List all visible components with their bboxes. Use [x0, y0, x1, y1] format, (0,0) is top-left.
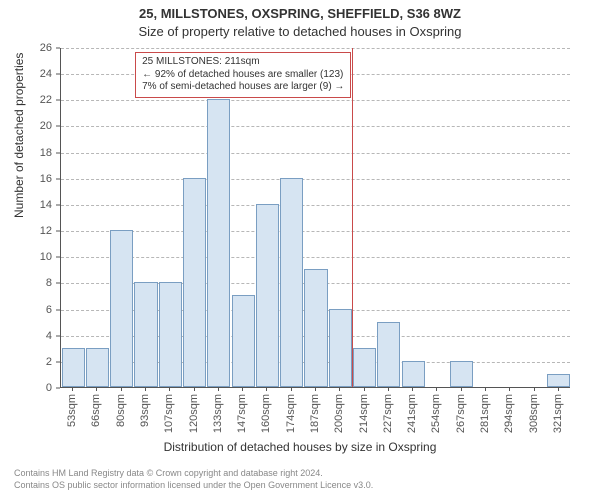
x-tick — [388, 387, 389, 391]
x-tick-label: 227sqm — [382, 394, 394, 433]
reference-line — [352, 48, 353, 387]
y-tick — [56, 231, 60, 232]
gridline — [61, 231, 570, 232]
bar — [183, 178, 206, 387]
bar — [402, 361, 425, 387]
x-axis-labels: 53sqm 66sqm 80sqm 93sqm 107sqm 120sqm 133sqm 14… — [60, 388, 570, 448]
x-tick — [266, 387, 267, 391]
y-tick — [56, 178, 60, 179]
y-tick — [56, 309, 60, 310]
y-tick — [56, 48, 60, 49]
bar — [304, 269, 327, 387]
x-tick-label: 294sqm — [503, 394, 515, 433]
x-tick-label: 120sqm — [188, 394, 200, 433]
x-tick — [121, 387, 122, 391]
annotation-line2: ← 92% of detached houses are smaller (12… — [142, 69, 344, 82]
chart-root: 25, MILLSTONES, OXSPRING, SHEFFIELD, S36… — [0, 0, 600, 500]
x-tick-label: 241sqm — [406, 394, 418, 433]
x-tick-label: 214sqm — [358, 394, 370, 433]
x-tick-label: 267sqm — [455, 394, 467, 433]
bar — [256, 204, 279, 387]
annotation-line3: 7% of semi-detached houses are larger (9… — [142, 81, 344, 94]
x-tick — [145, 387, 146, 391]
x-tick — [96, 387, 97, 391]
footnote-line2: Contains OS public sector information li… — [14, 480, 373, 490]
gridline — [61, 179, 570, 180]
bar — [329, 309, 352, 387]
y-axis-title: Number of detached properties — [12, 53, 26, 218]
gridline — [61, 48, 570, 49]
y-tick — [56, 283, 60, 284]
gridline — [61, 126, 570, 127]
x-tick-label: 281sqm — [479, 394, 491, 433]
x-tick-label: 107sqm — [163, 394, 175, 433]
gridline — [61, 100, 570, 101]
x-tick-label: 200sqm — [333, 394, 345, 433]
x-tick-label: 80sqm — [115, 394, 127, 427]
bar — [280, 178, 303, 387]
x-tick — [461, 387, 462, 391]
y-tick — [56, 335, 60, 336]
x-tick-label: 160sqm — [260, 394, 272, 433]
bar — [159, 282, 182, 387]
y-axis-ticks — [0, 48, 60, 388]
bar — [450, 361, 473, 387]
y-tick — [56, 100, 60, 101]
x-tick-label: 321sqm — [552, 394, 564, 433]
y-tick — [56, 257, 60, 258]
x-tick-label: 174sqm — [285, 394, 297, 433]
gridline — [61, 205, 570, 206]
chart-title-line1: 25, MILLSTONES, OXSPRING, SHEFFIELD, S36… — [0, 6, 600, 21]
x-tick — [412, 387, 413, 391]
annotation-line1: 25 MILLSTONES: 211sqm — [142, 56, 344, 69]
x-tick-label: 66sqm — [90, 394, 102, 427]
y-tick — [56, 74, 60, 75]
x-tick — [339, 387, 340, 391]
bar — [110, 230, 133, 387]
gridline — [61, 257, 570, 258]
footnote-line1: Contains HM Land Registry data © Crown c… — [14, 468, 323, 478]
x-tick-label: 53sqm — [66, 394, 78, 427]
x-tick — [194, 387, 195, 391]
bar — [547, 374, 570, 387]
y-tick — [56, 126, 60, 127]
x-tick — [558, 387, 559, 391]
gridline — [61, 153, 570, 154]
bar — [86, 348, 109, 387]
x-tick — [315, 387, 316, 391]
bar — [377, 322, 400, 387]
x-tick — [218, 387, 219, 391]
x-tick — [242, 387, 243, 391]
x-tick — [364, 387, 365, 391]
x-axis-title: Distribution of detached houses by size … — [0, 440, 600, 454]
bar — [207, 99, 230, 387]
x-tick-label: 254sqm — [430, 394, 442, 433]
x-tick-label: 308sqm — [528, 394, 540, 433]
x-tick-label: 93sqm — [139, 394, 151, 427]
bar — [232, 295, 255, 387]
x-tick-label: 187sqm — [309, 394, 321, 433]
x-tick — [291, 387, 292, 391]
x-tick — [436, 387, 437, 391]
x-tick — [534, 387, 535, 391]
bar — [353, 348, 376, 387]
x-tick — [169, 387, 170, 391]
x-tick — [72, 387, 73, 391]
y-tick — [56, 204, 60, 205]
chart-title-line2: Size of property relative to detached ho… — [0, 24, 600, 39]
x-tick — [485, 387, 486, 391]
x-tick-label: 133sqm — [212, 394, 224, 433]
y-tick — [56, 152, 60, 153]
bar — [134, 282, 157, 387]
annotation-box: 25 MILLSTONES: 211sqm ← 92% of detached … — [135, 52, 351, 98]
x-tick-label: 147sqm — [236, 394, 248, 433]
y-tick — [56, 361, 60, 362]
x-tick — [509, 387, 510, 391]
plot-area: 25 MILLSTONES: 211sqm ← 92% of detached … — [60, 48, 570, 388]
bar — [62, 348, 85, 387]
